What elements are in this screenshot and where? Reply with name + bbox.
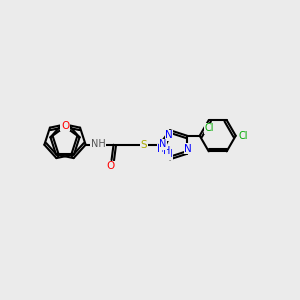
Text: Cl: Cl [205,123,214,133]
Text: Cl: Cl [239,131,248,141]
Text: N: N [159,140,167,149]
Text: N: N [165,130,173,140]
Text: NH: NH [91,139,106,149]
Text: S: S [141,140,147,150]
Text: N: N [165,149,173,159]
Text: O: O [61,121,69,131]
Text: O: O [106,161,115,171]
Text: H: H [163,146,171,156]
Text: H: H [157,144,165,154]
Text: N: N [184,144,192,154]
